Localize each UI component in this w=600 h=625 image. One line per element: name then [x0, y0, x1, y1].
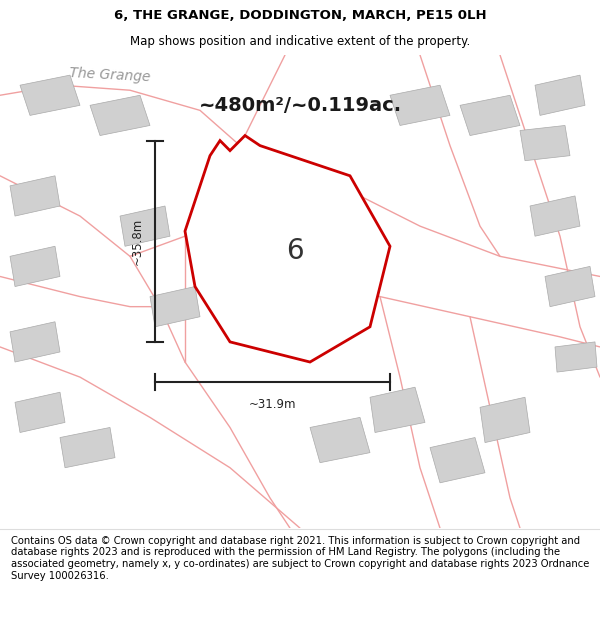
Polygon shape [10, 322, 60, 362]
Polygon shape [20, 75, 80, 116]
Text: ~35.8m: ~35.8m [131, 217, 143, 265]
Text: Map shows position and indicative extent of the property.: Map shows position and indicative extent… [130, 35, 470, 48]
Polygon shape [310, 418, 370, 462]
Polygon shape [185, 136, 390, 362]
Polygon shape [60, 428, 115, 468]
Polygon shape [255, 271, 310, 317]
Polygon shape [530, 196, 580, 236]
Polygon shape [480, 398, 530, 442]
Polygon shape [545, 266, 595, 307]
Polygon shape [120, 206, 170, 246]
Polygon shape [10, 176, 60, 216]
Text: 6, THE GRANGE, DODDINGTON, MARCH, PE15 0LH: 6, THE GRANGE, DODDINGTON, MARCH, PE15 0… [113, 9, 487, 22]
Polygon shape [520, 126, 570, 161]
Polygon shape [90, 95, 150, 136]
Polygon shape [150, 286, 200, 327]
Polygon shape [430, 438, 485, 483]
Text: The Grange: The Grange [69, 66, 151, 84]
Polygon shape [555, 342, 597, 372]
Polygon shape [370, 388, 425, 432]
Text: ~31.9m: ~31.9m [249, 398, 296, 411]
Polygon shape [230, 206, 285, 251]
Polygon shape [460, 95, 520, 136]
Text: 6: 6 [286, 238, 304, 265]
Polygon shape [390, 85, 450, 126]
Polygon shape [10, 246, 60, 286]
Text: Contains OS data © Crown copyright and database right 2021. This information is : Contains OS data © Crown copyright and d… [11, 536, 589, 581]
Polygon shape [15, 392, 65, 432]
Polygon shape [535, 75, 585, 116]
Text: ~480m²/~0.119ac.: ~480m²/~0.119ac. [199, 96, 401, 115]
